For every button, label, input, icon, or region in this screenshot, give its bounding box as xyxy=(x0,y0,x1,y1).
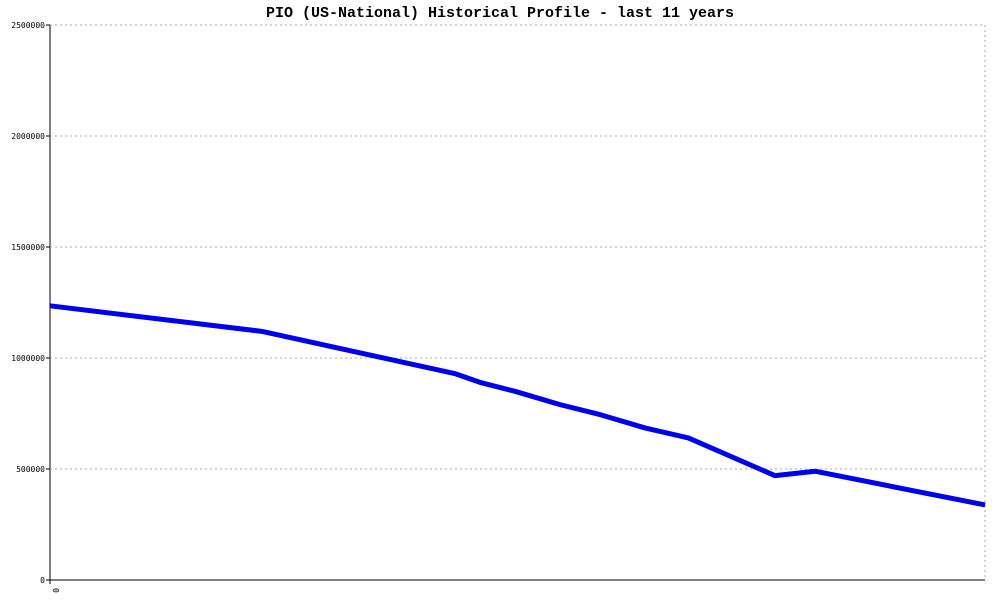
y-tick-label: 1000000 xyxy=(11,354,45,363)
y-tick-label: 1500000 xyxy=(11,243,45,252)
x-tick-label: 0 xyxy=(51,588,60,593)
data-line xyxy=(49,303,986,508)
y-tick-label: 2500000 xyxy=(11,21,45,30)
chart-title: PIO (US-National) Historical Profile - l… xyxy=(266,5,734,22)
y-tick-label: 2000000 xyxy=(11,132,45,141)
y-tick-label: 0 xyxy=(40,576,45,585)
y-tick-label: 500000 xyxy=(16,465,45,474)
